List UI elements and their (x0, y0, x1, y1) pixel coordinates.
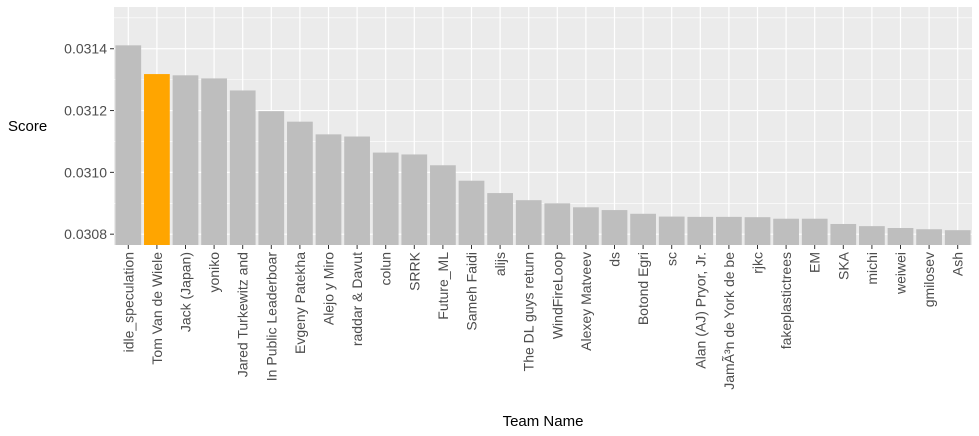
x-tick-label: michi (864, 252, 880, 285)
bar (115, 45, 142, 246)
x-tick-label: Alexey Matveev (578, 252, 594, 351)
bar (773, 218, 799, 245)
x-tick-label: weiwei (893, 252, 909, 295)
x-tick-label: Alan (AJ) Pryor, Jr. (692, 252, 708, 369)
x-tick-label: raddar & Davut (349, 252, 365, 346)
x-tick-label: yoniko (206, 252, 222, 293)
bar (859, 226, 885, 245)
bar (887, 228, 914, 245)
bar (544, 203, 571, 245)
x-tick-label: Sameh Faidi (464, 252, 480, 331)
bar (830, 223, 857, 245)
x-tick-label: colun (378, 252, 394, 285)
x-axis: idle_speculation Tom Van de Wiele Jack (Ja… (120, 245, 966, 390)
x-tick-label: Evgeny Patekha (292, 252, 308, 354)
y-tick-label: 0.0314 (64, 41, 107, 57)
plot-panel (114, 7, 972, 245)
x-tick-label: alijs (492, 252, 508, 276)
x-tick-label: rjkc (750, 252, 766, 274)
x-tick-label: JamÃ³n de York de be (721, 252, 737, 390)
bar (716, 216, 742, 245)
bar (744, 217, 771, 245)
bar (801, 218, 828, 245)
x-tick-label: WindFireLoop (549, 252, 565, 339)
y-tick-label: 0.0310 (64, 164, 107, 180)
x-tick-label: Botond Egri (635, 252, 651, 325)
bar-highlighted (144, 74, 170, 245)
x-axis-title: Team Name (503, 413, 584, 430)
bar (258, 111, 285, 245)
bar (372, 152, 399, 245)
bar (687, 216, 714, 245)
x-tick-label: SKA (835, 251, 851, 280)
x-tick-label: Future_ML (435, 252, 451, 320)
y-axis: 0.0308 0.0310 0.0312 0.0314 (64, 41, 114, 242)
x-tick-label: Ash (950, 252, 966, 276)
bar (430, 165, 456, 245)
x-tick-label: Jack (Japan) (178, 252, 194, 332)
x-tick-label: Jared Turkewitz and (235, 252, 251, 377)
x-tick-label: Tom Van de Wiele (149, 252, 165, 365)
bar (573, 207, 599, 245)
y-axis-title: Score (8, 118, 47, 135)
bar (172, 75, 199, 246)
bar (458, 180, 485, 245)
bar (630, 213, 656, 245)
x-tick-label: In Public Leaderboar (263, 252, 279, 382)
x-tick-label: EM (807, 252, 823, 273)
bar (344, 136, 370, 245)
bar (658, 216, 685, 245)
bar (601, 210, 628, 245)
bar (315, 134, 342, 245)
bar (401, 154, 428, 245)
x-tick-label: gmilosev (921, 252, 937, 307)
bars (115, 45, 971, 246)
x-tick-label: idle_speculation (120, 252, 136, 352)
x-tick-label: Alejo y Miro (321, 252, 337, 325)
x-tick-label: sc (664, 252, 680, 266)
bar (515, 200, 542, 245)
x-tick-label: SRRK (406, 251, 422, 291)
bar (229, 90, 256, 245)
bar (944, 230, 971, 245)
y-tick-label: 0.0308 (64, 226, 107, 242)
bar (487, 193, 513, 245)
x-tick-label: fakeplastictrees (778, 252, 794, 349)
y-tick-label: 0.0312 (64, 103, 107, 119)
bar (201, 78, 227, 246)
bar (287, 121, 313, 245)
x-tick-label: ds (607, 252, 623, 267)
bar (916, 229, 942, 245)
minor-gridlines (114, 17, 972, 204)
x-tick-label: The DL guys return (521, 252, 537, 371)
